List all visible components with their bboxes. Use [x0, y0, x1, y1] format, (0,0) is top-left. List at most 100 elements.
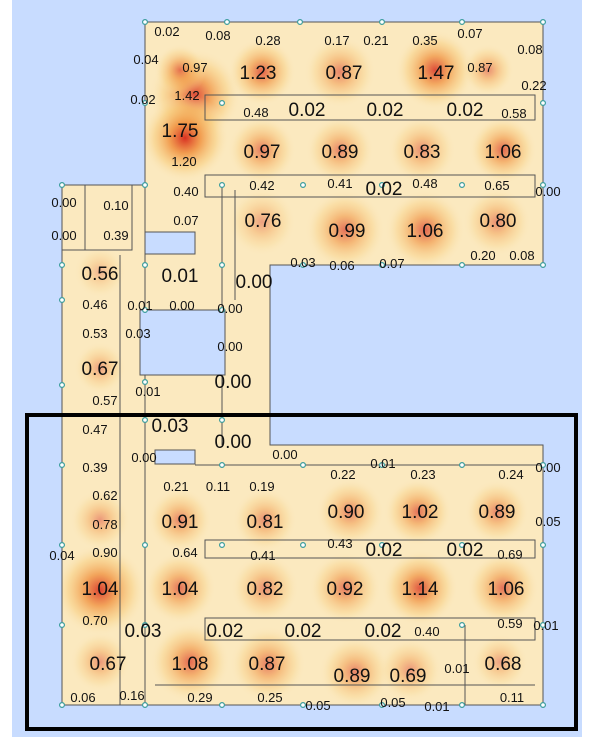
sensor-dot — [58, 262, 65, 269]
reading-label: 0.01 — [127, 298, 152, 313]
reading-label: 0.00 — [131, 450, 156, 465]
reading-label: 0.00 — [535, 460, 560, 475]
heat-spot — [309, 552, 381, 624]
reading-label: 0.39 — [103, 228, 128, 243]
wall-small-room — [61, 184, 133, 251]
sensor-dot — [297, 19, 304, 26]
reading-label: 0.03 — [290, 255, 315, 270]
sensor-dot — [300, 462, 307, 469]
reading-label: 0.53 — [82, 326, 107, 341]
heat-spot — [382, 550, 458, 626]
sensor-dot — [58, 182, 65, 189]
reading-label: 0.92 — [327, 579, 364, 600]
reading-label: 0.89 — [479, 502, 516, 523]
reading-label: 0.97 — [244, 142, 281, 163]
sensor-dot — [219, 99, 226, 106]
sensor-dot — [142, 307, 149, 314]
reading-label: 0.08 — [205, 28, 230, 43]
sensor-dot — [379, 462, 386, 469]
reading-label: 1.20 — [171, 154, 196, 169]
reading-label: 0.48 — [243, 105, 268, 120]
reading-label: 1.23 — [240, 63, 277, 84]
reading-label: 0.03 — [125, 621, 162, 642]
heat-spot — [231, 554, 299, 622]
sensor-dot — [219, 182, 226, 189]
reading-label: 0.07 — [457, 26, 482, 41]
sensor-dot — [459, 19, 466, 26]
reading-label: 0.00 — [169, 298, 194, 313]
reading-label: 0.00 — [272, 447, 297, 462]
sensor-dot — [539, 19, 546, 26]
reading-label: 0.90 — [92, 545, 117, 560]
sensor-dot — [459, 701, 466, 708]
void-notch — [154, 449, 196, 465]
sensor-dot — [142, 379, 149, 386]
highlight-box — [25, 413, 578, 731]
sensor-dot — [539, 182, 546, 189]
heat-spot — [304, 36, 376, 108]
sensor-dot — [142, 99, 149, 106]
sensor-dot — [219, 262, 226, 269]
sensor-dot — [459, 621, 466, 628]
reading-label: 0.64 — [172, 545, 197, 560]
reading-label: 0.87 — [326, 63, 363, 84]
reading-label: 0.02 — [285, 621, 322, 642]
sensor-dot — [58, 382, 65, 389]
reading-label: 0.67 — [82, 359, 119, 380]
sensor-dot — [379, 182, 386, 189]
sensor-dot — [142, 19, 149, 26]
sensor-dot — [58, 297, 65, 304]
reading-label: 0.57 — [92, 393, 117, 408]
sensor-dot — [459, 182, 466, 189]
sensor-dot — [539, 541, 546, 548]
reading-label: 0.48 — [412, 176, 437, 191]
reading-label: 0.02 — [289, 100, 326, 121]
sensor-dot — [142, 417, 149, 424]
sensor-dot — [58, 621, 65, 628]
heat-layer — [62, 30, 539, 705]
reading-label: 0.02 — [207, 621, 244, 642]
sensor-dot — [142, 262, 149, 269]
reading-label: 1.06 — [488, 579, 525, 600]
reading-label: 0.19 — [249, 479, 274, 494]
reading-label: 0.02 — [365, 621, 402, 642]
reading-label: 0.78 — [92, 517, 117, 532]
reading-label: 0.43 — [327, 536, 352, 551]
reading-label: 0.90 — [328, 502, 365, 523]
reading-label: 0.21 — [363, 33, 388, 48]
reading-label: 0.40 — [173, 184, 198, 199]
heat-spot — [388, 116, 456, 184]
sensor-dot — [300, 262, 307, 269]
reading-label: 0.00 — [51, 228, 76, 243]
sensor-dot — [142, 541, 149, 548]
reading-label: 0.01 — [135, 384, 160, 399]
reading-label: 0.01 — [533, 618, 558, 633]
reading-label: 0.02 — [447, 100, 484, 121]
heat-spot — [472, 634, 528, 690]
reading-label: 0.24 — [498, 467, 523, 482]
reading-label: 0.06 — [70, 690, 95, 705]
reading-label: 0.11 — [500, 690, 524, 705]
heat-spot — [74, 246, 126, 298]
reading-label: 0.91 — [162, 512, 199, 533]
reading-label: 0.01 — [444, 661, 469, 676]
reading-label: 0.02 — [130, 92, 155, 107]
reading-label: 0.00 — [236, 272, 273, 293]
heat-spot — [228, 116, 296, 184]
reading-label: 0.10 — [103, 198, 128, 213]
reading-label: 1.06 — [485, 142, 522, 163]
wall-mid-corridor — [204, 174, 536, 198]
reading-label: 0.41 — [250, 548, 275, 563]
reading-label: 0.02 — [154, 24, 179, 39]
reading-label: 1.08 — [172, 654, 209, 675]
reading-label: 0.83 — [404, 142, 441, 163]
sensor-dot — [219, 462, 226, 469]
reading-label: 0.87 — [467, 60, 492, 75]
sensor-dot — [219, 417, 226, 424]
reading-label: 0.16 — [119, 688, 144, 703]
sensor-dot — [459, 462, 466, 469]
reading-label: 0.67 — [90, 654, 127, 675]
heat-spot — [144, 552, 216, 624]
heat-spot — [319, 636, 391, 705]
